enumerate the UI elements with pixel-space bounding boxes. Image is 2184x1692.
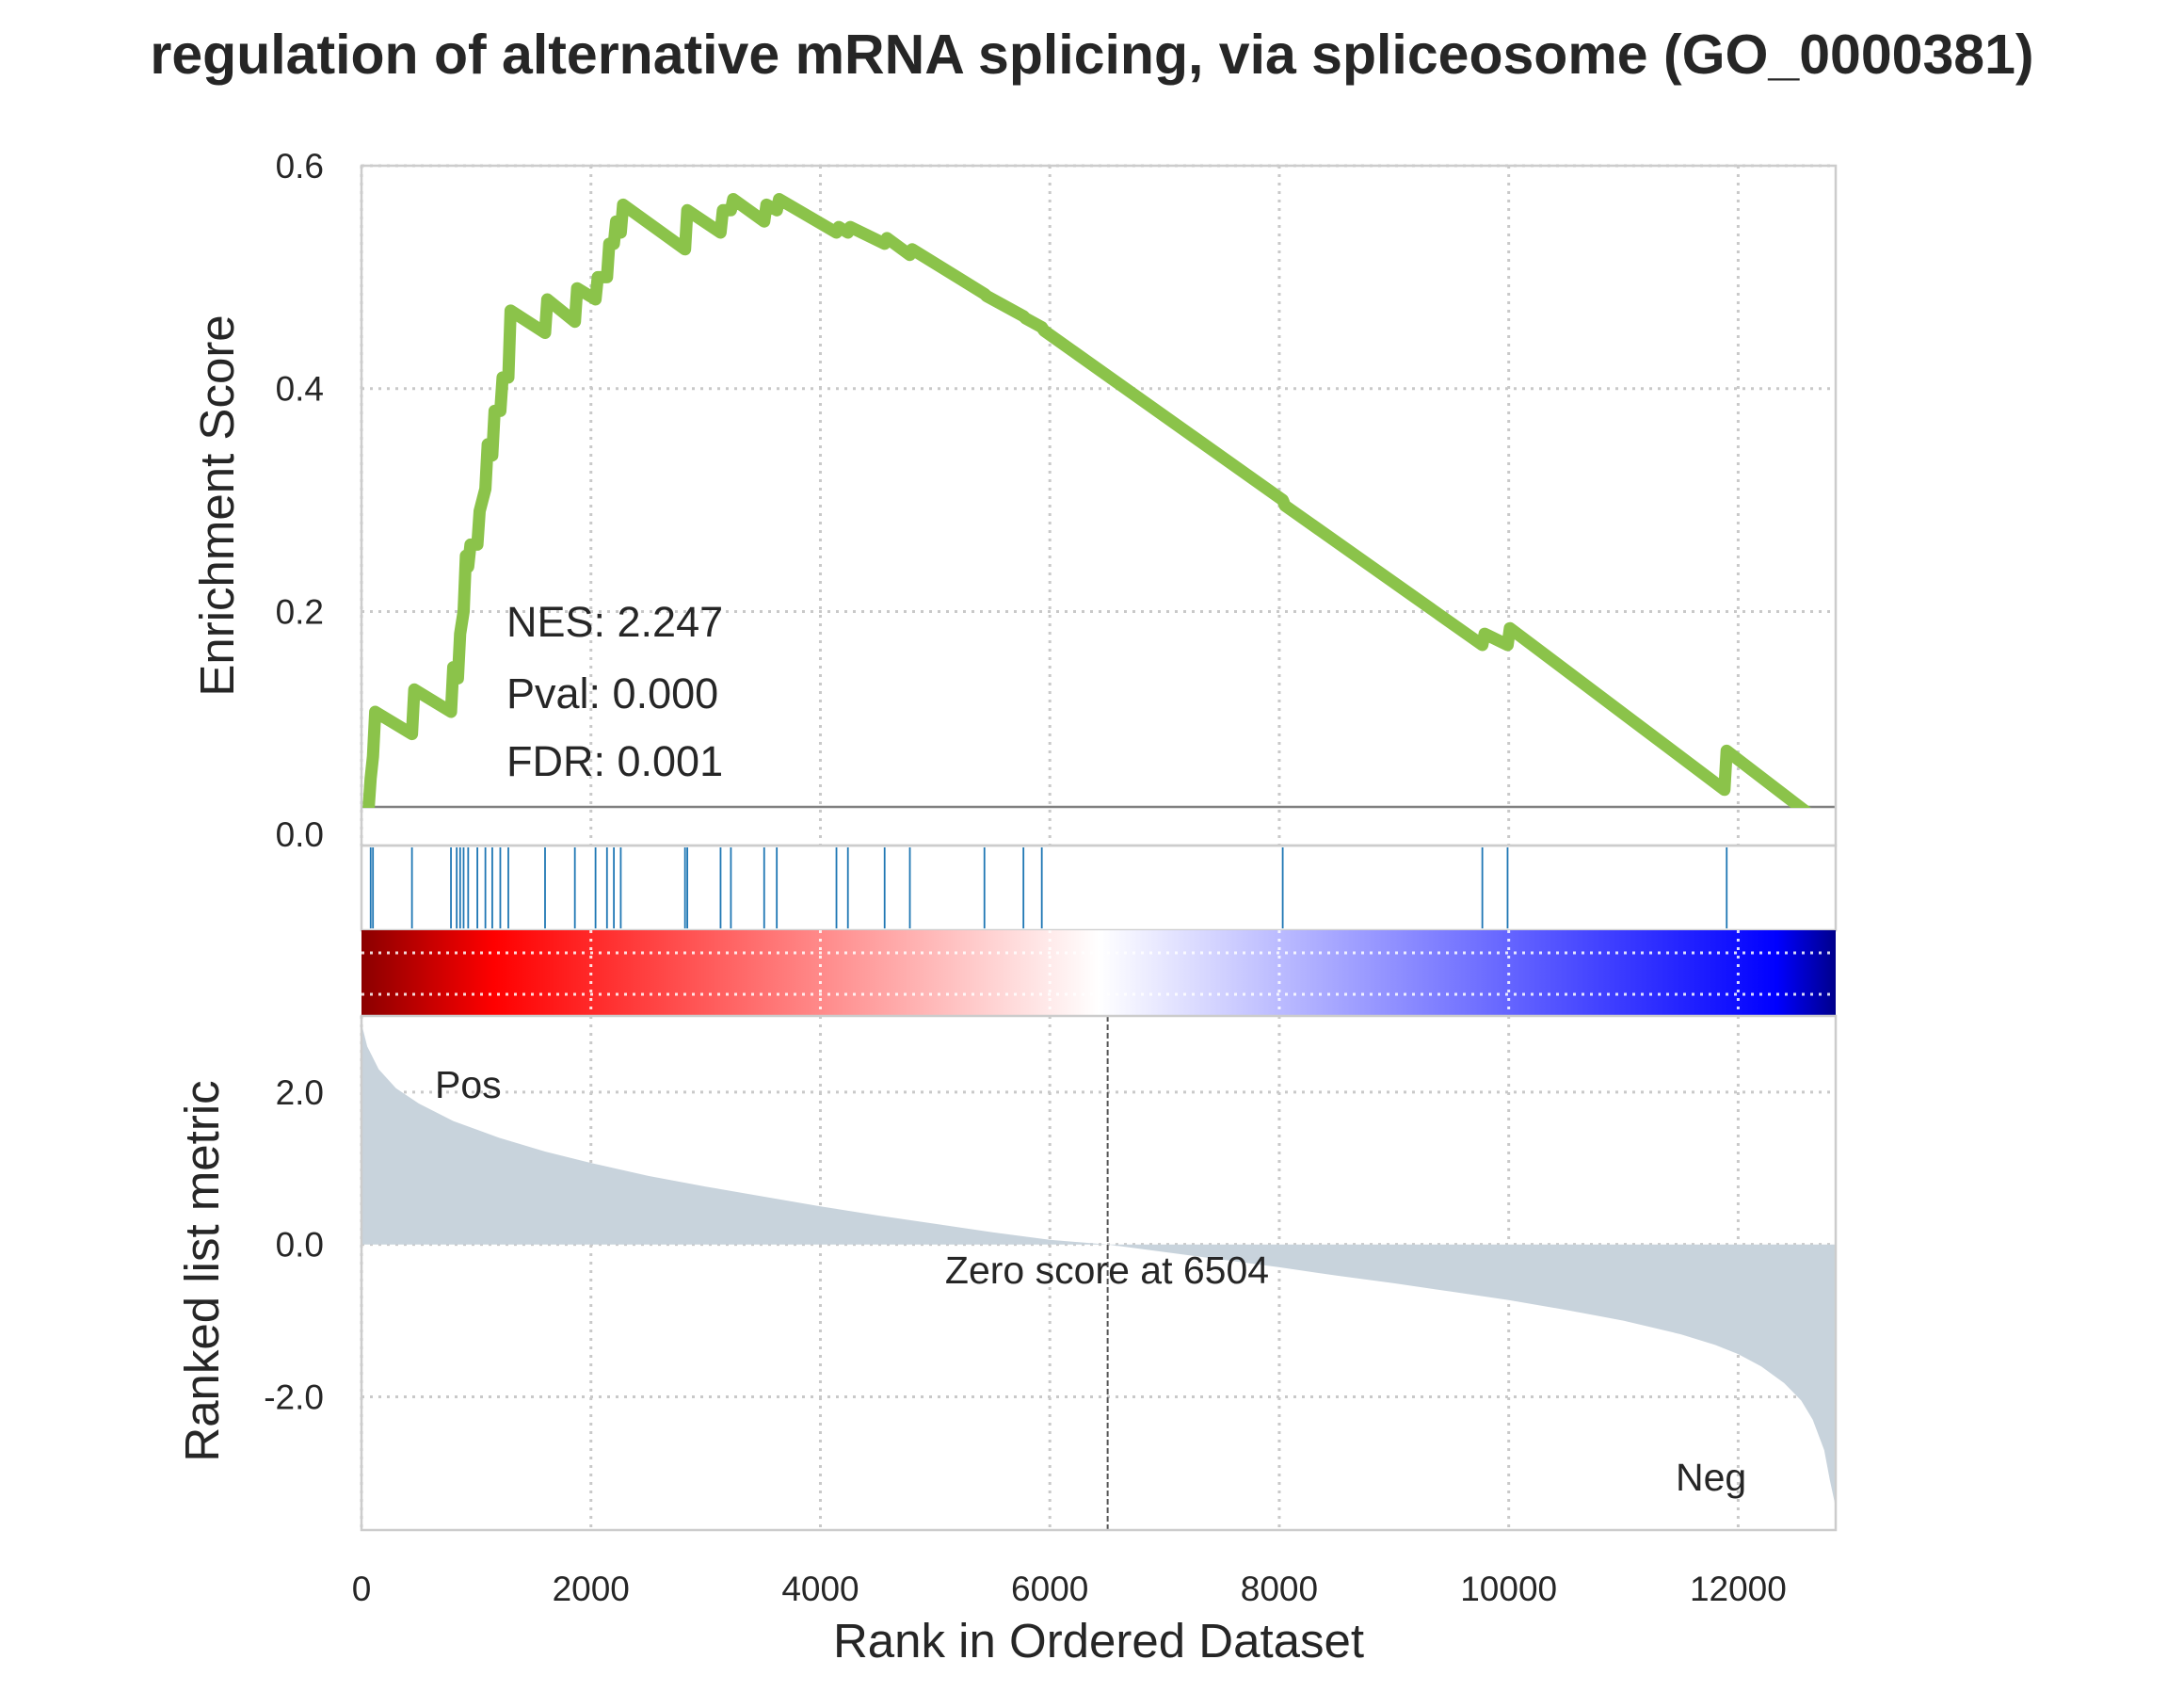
x-tick-label: 6000 <box>1011 1570 1088 1608</box>
rank-colorbar <box>361 930 1836 1016</box>
x-axis-ticks: 0 2000 4000 6000 8000 10000 12000 <box>352 1570 1787 1608</box>
pos-label: Pos <box>435 1063 502 1106</box>
x-tick-label: 12000 <box>1690 1570 1787 1608</box>
ranked-y-tick-label: 0.0 <box>276 1226 324 1265</box>
ranked-frame <box>360 1014 1838 1532</box>
ranked-metric-area <box>361 1023 1836 1507</box>
enrichment-panel: 0.0 0.2 0.4 0.6 Enrichment Score NES: 2.247… <box>190 147 1838 854</box>
enrichment-y-tick-label: 0.6 <box>276 147 324 185</box>
hits-frame <box>360 844 1838 932</box>
x-axis-label: Rank in Ordered Dataset <box>833 1614 1364 1668</box>
ranked-y-label: Ranked list metric <box>175 1080 229 1461</box>
ranked-y-ticks: 2.0 0.0 -2.0 <box>264 1073 324 1417</box>
enrichment-score-line <box>362 193 1811 808</box>
ranked-panel: 2.0 0.0 -2.0 Ranked list metric Zero score… <box>175 1014 1838 1532</box>
colorbar-grid <box>361 930 1836 1016</box>
enrichment-y-tick-label: 0.2 <box>276 592 324 631</box>
hits-panel <box>360 844 1838 932</box>
enrichment-y-label: Enrichment Score <box>190 314 244 696</box>
x-tick-label: 4000 <box>781 1570 859 1608</box>
x-tick-label: 10000 <box>1460 1570 1557 1608</box>
ranked-y-tick-label: -2.0 <box>264 1378 324 1416</box>
neg-label: Neg <box>1676 1456 1746 1499</box>
pval-label: Pval: 0.000 <box>506 669 718 717</box>
chart-title: regulation of alternative mRNA splicing,… <box>150 24 2033 86</box>
x-tick-label: 8000 <box>1241 1570 1318 1608</box>
ranked-y-tick-label: 2.0 <box>276 1073 324 1112</box>
x-tick-label: 2000 <box>553 1570 630 1608</box>
enrichment-y-tick-label: 0.0 <box>276 815 324 854</box>
zero-score-label: Zero score at 6504 <box>945 1249 1269 1292</box>
fdr-label: FDR: 0.001 <box>506 737 723 785</box>
hit-lines <box>369 847 1728 928</box>
nes-label: NES: 2.247 <box>506 598 723 646</box>
enrichment-y-tick-label: 0.4 <box>276 370 324 409</box>
colorbar-panel <box>361 930 1836 1016</box>
x-tick-label: 0 <box>352 1570 372 1608</box>
enrichment-y-ticks: 0.0 0.2 0.4 0.6 <box>276 147 324 854</box>
